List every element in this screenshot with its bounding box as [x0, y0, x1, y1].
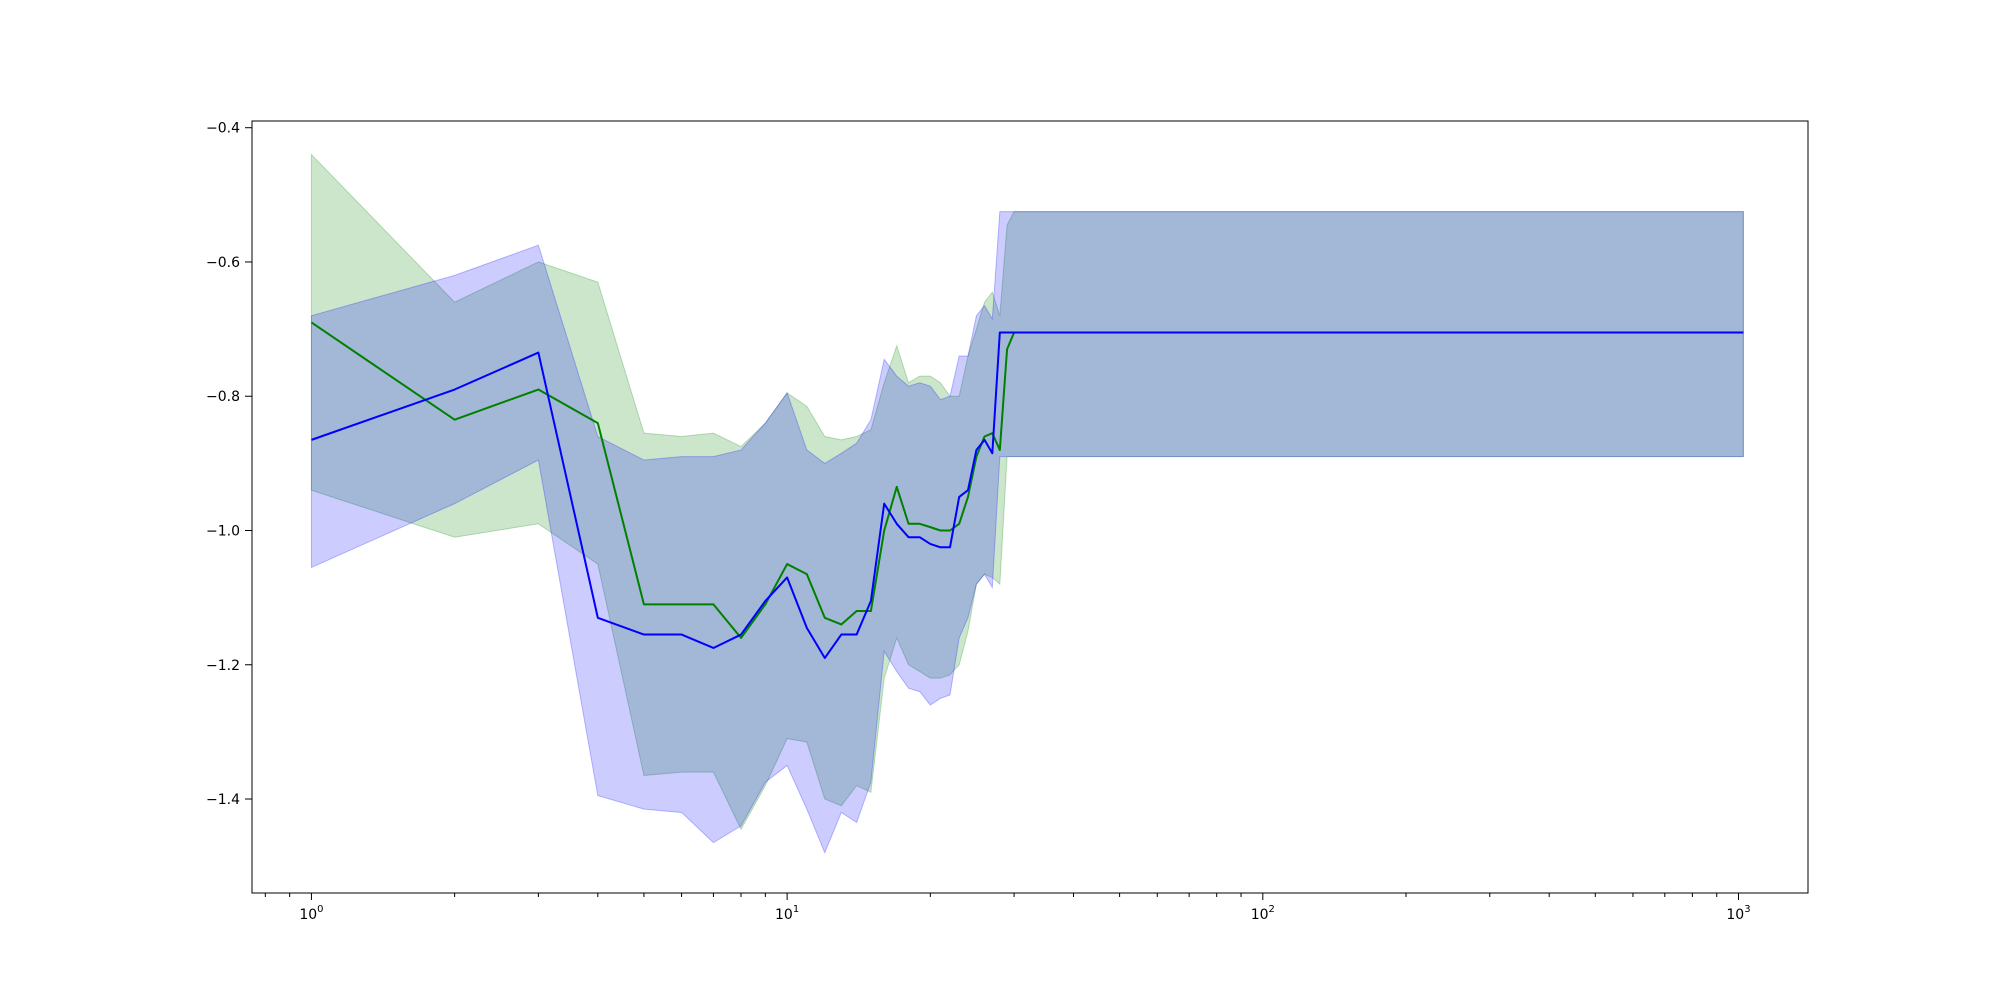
x-tick-label: 103	[1726, 904, 1750, 923]
series-2-band	[310, 211, 1744, 855]
y-tick-label: −1.2	[206, 658, 240, 674]
plot-frame	[251, 120, 1809, 894]
y-tick-label: −0.6	[206, 255, 240, 271]
series-2-line	[311, 331, 1744, 660]
y-tick-label: −1.4	[206, 792, 240, 808]
x-axis: 100 101 102 103	[264, 893, 1751, 923]
series-1-band	[310, 153, 1744, 831]
confidence-bands	[310, 153, 1744, 855]
x-tick-label: 101	[775, 904, 799, 923]
y-tick-label: −1.0	[206, 523, 240, 539]
series-lines	[310, 321, 1744, 660]
x-tick-label: 100	[299, 904, 323, 923]
y-tick-label: −0.4	[206, 121, 240, 137]
y-axis: −0.4 −0.6 −0.8 −1.0 −1.2 −1.4	[206, 121, 252, 808]
series-1-line	[310, 321, 1744, 639]
y-tick-label: −0.8	[206, 389, 240, 405]
x-tick-label: 102	[1251, 904, 1275, 923]
